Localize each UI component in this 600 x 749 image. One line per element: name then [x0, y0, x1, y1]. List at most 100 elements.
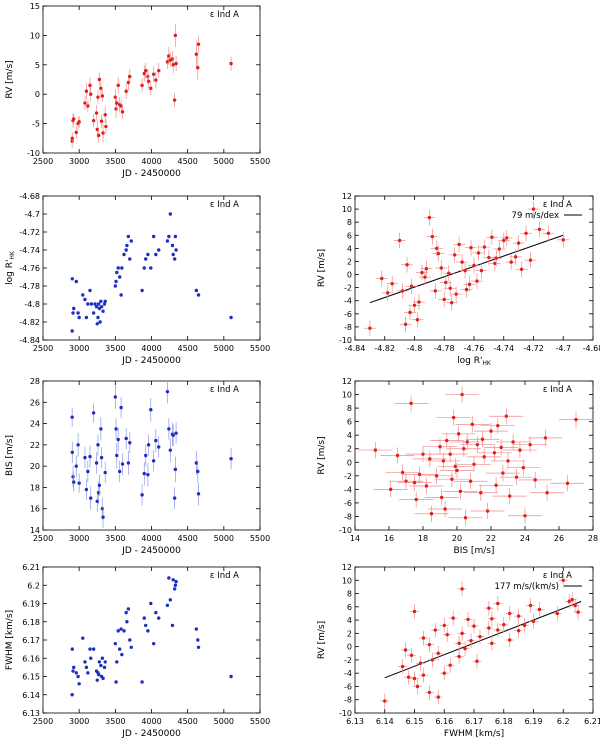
chart-rv_fwhm: 6.13 6.14 6.15 6.16 6.17 6.18 6.19 6.2 6.21 -10 -8… [317, 563, 600, 739]
data-point [394, 395, 429, 412]
point-marker [496, 601, 500, 606]
point-marker [74, 279, 78, 284]
point-marker [94, 461, 99, 465]
point-marker [120, 462, 125, 466]
data-point [439, 618, 449, 633]
data-point [84, 315, 89, 320]
x-tick-label: 5500 [250, 717, 270, 726]
data-point [482, 249, 495, 266]
data-point [86, 100, 90, 112]
data-point [89, 302, 94, 306]
data-point [77, 682, 81, 686]
point-marker [115, 660, 119, 664]
data-point [72, 472, 76, 492]
data-point [70, 441, 74, 463]
x-tick-label: -4.72 [523, 344, 544, 353]
point-marker [122, 629, 126, 633]
data-point [88, 288, 92, 293]
point-marker [436, 251, 440, 256]
x-tick-label: 3500 [105, 157, 125, 166]
data-point [81, 636, 85, 640]
data-point [457, 581, 467, 597]
point-marker [457, 654, 461, 659]
y-tick-label: -4 [344, 669, 352, 678]
data-point [196, 35, 201, 54]
point-marker [457, 432, 461, 436]
point-marker [423, 275, 427, 279]
point-marker [445, 632, 449, 637]
point-marker [447, 271, 451, 275]
point-marker [124, 248, 128, 252]
point-marker [417, 472, 422, 477]
point-marker [101, 309, 105, 313]
point-marker [389, 487, 393, 492]
point-marker [95, 127, 99, 132]
data-point [165, 239, 170, 243]
data-point [149, 81, 153, 96]
point-marker [409, 401, 413, 406]
data-point [424, 489, 459, 506]
data-point [506, 459, 541, 476]
data-point [196, 638, 200, 642]
y-tick-label: -8 [344, 512, 352, 521]
point-marker [119, 104, 123, 108]
point-marker [229, 315, 233, 320]
data-point [115, 660, 119, 664]
point-marker [77, 315, 81, 320]
x-tick-label: -4.84 [345, 344, 366, 353]
data-point [397, 474, 432, 491]
panel-label: ε Ind A [210, 571, 239, 581]
point-marker [505, 236, 509, 240]
data-point [88, 445, 92, 468]
data-point [229, 448, 233, 470]
point-marker [409, 284, 414, 289]
data-point [70, 277, 74, 281]
chart-fwhm_time: 2500 3000 3500 4000 4500 5000 5500 6.13 6.14 6.15… [5, 563, 270, 739]
point-marker [196, 638, 200, 642]
data-point [445, 386, 480, 403]
point-marker [508, 494, 512, 498]
point-marker [91, 647, 96, 651]
point-marker [99, 305, 104, 309]
point-marker [84, 487, 89, 492]
point-marker [480, 437, 485, 441]
data-point [450, 433, 485, 451]
data-point [98, 320, 102, 324]
y-tick-label: 6.13 [22, 709, 40, 718]
data-point [142, 461, 146, 486]
point-marker [496, 628, 500, 632]
point-marker [86, 671, 90, 675]
point-marker [519, 267, 524, 272]
point-marker [120, 266, 124, 270]
point-marker [171, 433, 175, 437]
point-marker [415, 684, 420, 689]
point-marker [119, 627, 123, 631]
point-marker [97, 483, 102, 487]
point-marker [94, 305, 99, 309]
data-point [101, 309, 105, 313]
data-point [380, 693, 390, 709]
data-point [500, 230, 513, 246]
x-tick-label: 2500 [33, 534, 53, 543]
point-marker [113, 641, 118, 646]
point-marker [76, 311, 80, 315]
point-marker [516, 629, 521, 633]
x-tick-label: 2500 [33, 157, 53, 166]
point-marker [84, 89, 89, 93]
point-marker [457, 242, 461, 247]
point-marker [514, 475, 519, 479]
point-marker [101, 131, 105, 135]
point-marker [494, 256, 499, 260]
point-marker [469, 638, 473, 643]
x-tick-label: 4500 [177, 344, 197, 353]
point-marker [91, 311, 96, 315]
point-marker [76, 443, 80, 447]
x-tick-label: -4.82 [374, 344, 395, 353]
point-marker [113, 395, 118, 399]
x-tick-label: 3000 [69, 157, 89, 166]
data-point [414, 505, 449, 522]
point-marker [448, 286, 452, 290]
point-marker [438, 444, 442, 449]
data-point [101, 124, 105, 142]
